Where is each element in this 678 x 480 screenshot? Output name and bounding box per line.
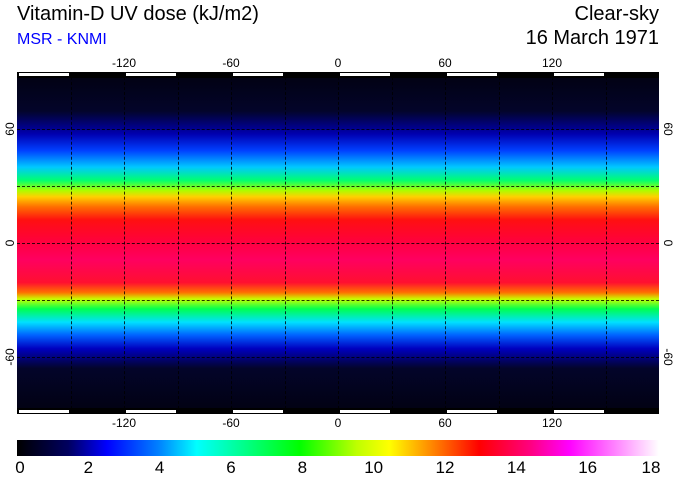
colorbar-tick-label: 14 (506, 458, 526, 477)
colorbar-tick-label: 4 (154, 458, 165, 477)
lat-label-left: 0 (3, 239, 17, 247)
lat-label-right: -60 (661, 348, 675, 366)
frame-tick (233, 73, 283, 76)
sky-condition: Clear-sky (574, 3, 659, 25)
lon-label-bottom: 60 (438, 416, 452, 430)
colorbar-tick-label: 16 (578, 458, 598, 477)
frame-tick (554, 73, 604, 76)
lon-label-bottom: -120 (111, 416, 137, 430)
colorbar (17, 440, 659, 456)
colorbar-tick-label: 12 (435, 458, 455, 477)
lon-label-bottom: 0 (334, 416, 342, 430)
colorbar-tick-label: 2 (83, 458, 94, 477)
colorbar-tick-label: 18 (641, 458, 661, 477)
lon-label-top: 120 (541, 56, 563, 70)
colorbar-tick-label: 0 (15, 458, 25, 477)
colorbar-tick-label: 10 (364, 458, 384, 477)
date-label: 16 March 1971 (525, 27, 659, 49)
grid-line-parallel (17, 129, 659, 130)
frame-tick (554, 410, 604, 413)
chart-title: Vitamin-D UV dose (kJ/m2) (17, 3, 259, 25)
frame-tick (340, 410, 390, 413)
frame-tick (19, 73, 69, 76)
frame-tick (340, 73, 390, 76)
frame-tick (19, 410, 69, 413)
grid-line-parallel (17, 243, 659, 244)
lat-label-right: 0 (661, 239, 675, 247)
lon-label-top: -60 (222, 56, 240, 70)
source-label: MSR - KNMI (17, 31, 107, 48)
lon-label-top: 0 (334, 56, 342, 70)
lat-label-left: -60 (3, 348, 17, 366)
uv-dose-map (17, 72, 659, 414)
frame-tick (126, 73, 176, 76)
frame-tick (447, 410, 497, 413)
grid-line-parallel (17, 186, 659, 187)
lon-label-top: -120 (111, 56, 137, 70)
grid-line-parallel (17, 300, 659, 301)
frame-tick (126, 410, 176, 413)
grid-line-parallel (17, 357, 659, 358)
lat-label-left: 60 (3, 122, 17, 136)
lon-label-top: 60 (438, 56, 452, 70)
lon-label-bottom: 120 (541, 416, 563, 430)
frame-tick (233, 410, 283, 413)
colorbar-tick-label: 6 (226, 458, 236, 477)
frame-tick (447, 73, 497, 76)
lon-label-bottom: -60 (222, 416, 240, 430)
colorbar-tick-label: 8 (297, 458, 308, 477)
lat-label-right: 60 (661, 122, 675, 136)
